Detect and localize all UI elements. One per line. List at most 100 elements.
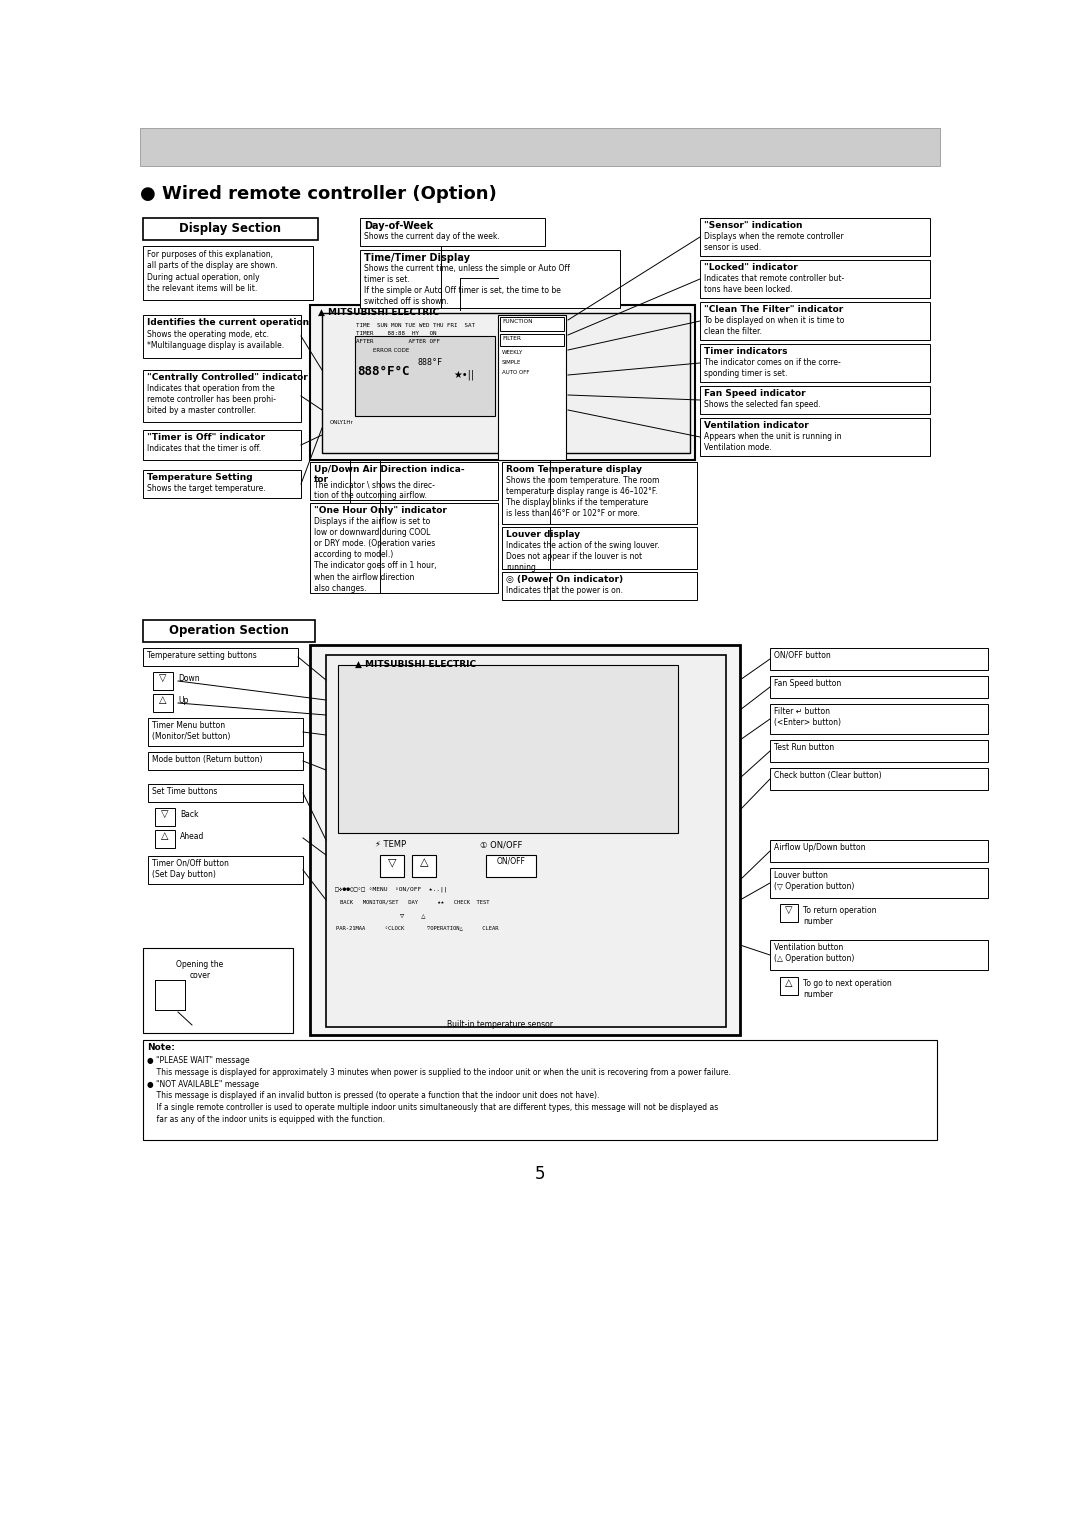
Text: Set Time buttons: Set Time buttons	[152, 787, 217, 796]
Text: Louver display: Louver display	[507, 530, 580, 539]
Text: Display Section: Display Section	[179, 222, 281, 234]
Bar	[700, 418, 930, 456]
Text: AUTO OFF: AUTO OFF	[502, 371, 529, 375]
Bar	[143, 430, 301, 459]
Text: ▽: ▽	[159, 674, 166, 683]
Text: △: △	[785, 978, 793, 987]
Text: Indicates that the timer is off.: Indicates that the timer is off.	[147, 444, 261, 453]
Bar	[355, 335, 495, 416]
Text: ▽: ▽	[785, 905, 793, 916]
Bar	[143, 620, 315, 641]
Text: Ventilation indicator: Ventilation indicator	[704, 421, 809, 430]
Text: 5: 5	[535, 1165, 545, 1183]
Bar	[148, 856, 303, 883]
Bar	[310, 504, 498, 592]
Bar	[411, 854, 436, 877]
Text: Mode button (Return button): Mode button (Return button)	[152, 755, 262, 764]
Bar	[143, 470, 301, 498]
Text: Up/Down Air Direction indica-
tor: Up/Down Air Direction indica- tor	[314, 465, 464, 484]
Text: ★•||: ★•||	[453, 371, 474, 381]
Text: Check button (Clear button): Check button (Clear button)	[774, 772, 881, 779]
Text: ERROR CODE: ERROR CODE	[373, 348, 409, 354]
Bar	[502, 527, 697, 570]
Text: PAR-21MAA      ◦CLOCK       ▽OPERATION△      CLEAR: PAR-21MAA ◦CLOCK ▽OPERATION△ CLEAR	[336, 925, 499, 929]
Text: SIMPLE: SIMPLE	[502, 360, 522, 364]
Text: ▲ MITSUBISHI ELECTRIC: ▲ MITSUBISHI ELECTRIC	[355, 660, 476, 669]
Bar	[780, 903, 988, 932]
Bar	[502, 573, 697, 600]
Text: TIME  SUN MON TUE WED THU FRI  SAT: TIME SUN MON TUE WED THU FRI SAT	[356, 323, 475, 328]
Bar	[770, 704, 988, 733]
Bar	[143, 648, 298, 666]
Text: 888°F: 888°F	[418, 358, 443, 367]
Text: Timer On/Off button
(Set Day button): Timer On/Off button (Set Day button)	[152, 859, 229, 879]
Text: "Timer is Off" indicator: "Timer is Off" indicator	[147, 433, 265, 442]
Text: TIMER    88:88  HY   ON: TIMER 88:88 HY ON	[356, 331, 436, 335]
Text: Louver button
(▽ Operation button): Louver button (▽ Operation button)	[774, 871, 854, 891]
Bar	[500, 334, 564, 346]
Bar	[310, 305, 696, 459]
Text: ▽: ▽	[161, 808, 168, 819]
Text: Filter ↵ button
(<Enter> button): Filter ↵ button (<Enter> button)	[774, 707, 841, 727]
Text: Identifies the current operation: Identifies the current operation	[147, 318, 309, 328]
Bar	[700, 344, 930, 383]
Text: "Clean The Filter" indicator: "Clean The Filter" indicator	[704, 305, 843, 314]
Text: Back: Back	[180, 810, 199, 819]
Bar	[148, 718, 303, 746]
Bar	[360, 217, 545, 246]
Text: Note:: Note:	[147, 1043, 175, 1052]
Bar	[148, 752, 303, 770]
Text: ON/OFF button: ON/OFF button	[774, 651, 831, 660]
Text: Shows the current time, unless the simple or Auto Off
timer is set.
If the simpl: Shows the current time, unless the simpl…	[364, 263, 570, 306]
Bar	[780, 977, 798, 995]
Bar	[153, 672, 173, 690]
Text: □✜●●○□◦□ ◦MENU  ◦ON/OFF  ★..||: □✜●●○□◦□ ◦MENU ◦ON/OFF ★..||	[335, 886, 447, 893]
Bar	[143, 246, 313, 300]
Text: Day-of-Week: Day-of-Week	[364, 220, 433, 231]
Text: "Sensor" indication: "Sensor" indication	[704, 220, 802, 230]
Text: Temperature Setting: Temperature Setting	[147, 473, 253, 482]
Text: BACK   MONITOR/SET   DAY      ★★   CHECK  TEST: BACK MONITOR/SET DAY ★★ CHECK TEST	[340, 900, 489, 905]
Text: Ventilation button
(△ Operation button): Ventilation button (△ Operation button)	[774, 943, 854, 963]
Text: Indicates that the power is on.: Indicates that the power is on.	[507, 586, 623, 596]
Text: Time/Timer Display: Time/Timer Display	[364, 253, 470, 263]
Text: Shows the current day of the week.: Shows the current day of the week.	[364, 233, 500, 240]
Text: "Locked" indicator: "Locked" indicator	[704, 263, 798, 273]
Text: △: △	[159, 695, 166, 704]
Text: 888°F°C: 888°F°C	[357, 364, 409, 378]
Text: ● Wired remote controller (Option): ● Wired remote controller (Option)	[140, 185, 497, 204]
Bar	[140, 129, 940, 165]
Bar	[770, 739, 988, 762]
Text: Up: Up	[178, 697, 188, 704]
Bar	[780, 977, 988, 1004]
Text: Operation Section: Operation Section	[170, 625, 289, 637]
Bar	[770, 648, 988, 671]
Bar	[143, 315, 301, 358]
Bar	[486, 854, 536, 877]
Bar	[338, 664, 678, 833]
Text: ONLY1Hr: ONLY1Hr	[330, 419, 354, 426]
Bar	[143, 948, 293, 1033]
Bar	[143, 1040, 937, 1141]
Text: Fan Speed button: Fan Speed button	[774, 680, 841, 687]
Text: FILTER: FILTER	[502, 335, 521, 341]
Bar	[700, 386, 930, 413]
Text: "Centrally Controlled" indicator: "Centrally Controlled" indicator	[147, 374, 308, 383]
Bar	[500, 317, 564, 331]
Text: Timer indicators: Timer indicators	[704, 348, 787, 357]
Bar	[380, 854, 404, 877]
Text: ▲ MITSUBISHI ELECTRIC: ▲ MITSUBISHI ELECTRIC	[318, 308, 440, 317]
Text: Displays if the airflow is set to
low or downward during COOL
or DRY mode. (Oper: Displays if the airflow is set to low or…	[314, 517, 436, 592]
Text: "One Hour Only" indicator: "One Hour Only" indicator	[314, 507, 447, 514]
Bar	[143, 217, 318, 240]
Text: To return operation
number: To return operation number	[804, 906, 877, 926]
Text: FUNCTION: FUNCTION	[502, 318, 532, 325]
Text: Indicates that operation from the
remote controller has been prohi-
bited by a m: Indicates that operation from the remote…	[147, 384, 276, 415]
Text: Opening the
cover: Opening the cover	[176, 960, 224, 980]
Text: Built-in temperature sensor: Built-in temperature sensor	[447, 1020, 553, 1029]
Text: ⚡ TEMP: ⚡ TEMP	[375, 841, 406, 850]
Text: To be displayed on when it is time to
clean the filter.: To be displayed on when it is time to cl…	[704, 315, 845, 337]
Text: Shows the operating mode, etc.
*Multilanguage display is available.: Shows the operating mode, etc. *Multilan…	[147, 331, 284, 351]
Bar	[770, 868, 988, 899]
Bar	[310, 645, 740, 1035]
